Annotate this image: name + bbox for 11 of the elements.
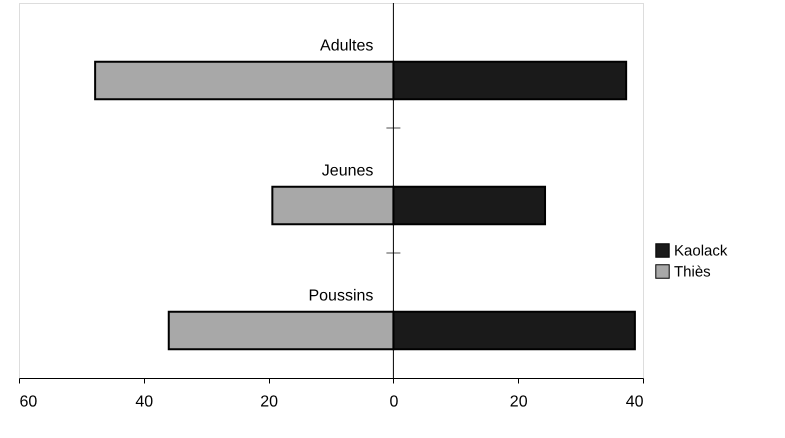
- legend-label: Kaolack: [674, 242, 728, 260]
- x-tick-label: 0: [389, 394, 398, 410]
- y-tick-label: Poussins: [308, 288, 374, 304]
- x-tick-label: 40: [626, 394, 644, 410]
- x-tick-label: 20: [510, 394, 528, 410]
- x-tick-label: 60: [20, 394, 38, 410]
- x-tick-label: 40: [135, 394, 154, 410]
- x-tick-label: 20: [260, 394, 278, 410]
- y-tick-label: Jeunes: [322, 162, 374, 180]
- y-tick-label: Adultes: [320, 38, 374, 54]
- legend-label: Thiès: [674, 264, 711, 280]
